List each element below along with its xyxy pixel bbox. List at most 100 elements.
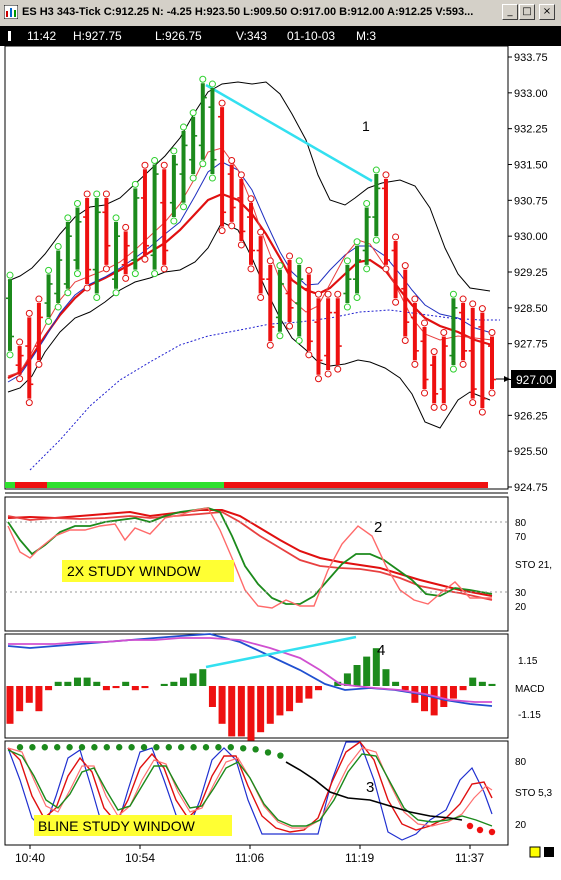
macd-bar — [170, 681, 178, 686]
price-bar — [73, 200, 82, 278]
sto-tick-70: 70 — [515, 532, 527, 543]
price-bar — [401, 262, 410, 344]
macd-bar — [141, 686, 149, 689]
stochastic-window-badge — [62, 560, 234, 582]
price-bar — [314, 290, 323, 383]
bline-dot — [29, 744, 36, 751]
macd-bar — [382, 669, 390, 686]
price-tick-label: 931.50 — [514, 160, 548, 172]
price-bar — [6, 271, 14, 359]
bline-tick-80: 80 — [515, 757, 527, 768]
bline-window-badge — [34, 815, 232, 836]
macd-bar — [343, 673, 351, 686]
price-bar — [304, 266, 313, 359]
price-bar — [198, 75, 207, 168]
info-mode: M:3 — [356, 29, 377, 43]
macd-bar — [247, 686, 255, 741]
last-price-marker: 927.00 — [496, 370, 556, 388]
price-bar — [333, 290, 342, 373]
sto-axis-label: STO 21, — [515, 560, 552, 571]
bline-lines — [7, 741, 493, 841]
price-bar — [247, 195, 255, 273]
price-bar — [295, 257, 304, 344]
chart-canvas[interactable]: 933.75 933.00 932.25 931.50 930.75 930.00 929.… — [0, 46, 561, 880]
stochastic-panel — [4, 496, 509, 632]
close-button[interactable]: × — [539, 4, 555, 20]
macd-bar — [459, 686, 467, 691]
macd-bar — [199, 669, 207, 686]
collapse-icon[interactable] — [6, 29, 16, 43]
sto-tick-80: 80 — [515, 518, 527, 529]
bline-dot — [165, 744, 172, 751]
macd-bar — [411, 686, 419, 703]
bline-dot — [227, 744, 234, 751]
price-bar — [131, 180, 140, 278]
macd-bar — [64, 681, 72, 686]
macd-bar — [237, 686, 245, 737]
price-bar — [83, 190, 92, 292]
bline-dot — [215, 744, 222, 751]
price-tick-label: 927.75 — [514, 339, 548, 351]
bline-dot — [488, 828, 496, 836]
price-tick-label: 928.50 — [514, 303, 548, 315]
macd-bar — [266, 686, 274, 724]
price-bar — [112, 214, 121, 297]
macd-bar — [160, 683, 168, 686]
info-time: 11:42 — [27, 29, 57, 43]
macd-bar — [305, 686, 313, 699]
maximize-button[interactable]: □ — [519, 4, 535, 20]
bline-dot — [41, 744, 48, 751]
macd-bar — [372, 648, 380, 686]
time-tick-label: 11:37 — [455, 851, 484, 865]
macd-bar — [218, 686, 226, 724]
time-tick-label: 10:40 — [15, 851, 45, 865]
price-tick-label: 929.25 — [514, 267, 548, 279]
price-bar — [121, 223, 130, 282]
price-annotation-1: 1 — [362, 118, 370, 134]
price-bar — [237, 171, 246, 249]
time-tick-label: 11:19 — [345, 851, 374, 865]
time-tick-label: 10:54 — [125, 851, 155, 865]
price-axis: 933.75 933.00 932.25 931.50 930.75 930.00 929.… — [508, 52, 548, 494]
macd-bar — [54, 681, 62, 686]
bline-dot — [466, 822, 474, 830]
price-bar — [140, 161, 149, 263]
price-trendline — [205, 83, 373, 183]
title-bar[interactable]: ES H3 343-Tick C:912.25 N: -4.25 H:923.5… — [0, 0, 561, 26]
price-bar — [478, 305, 487, 416]
macd-bar — [35, 686, 43, 712]
macd-bar — [102, 686, 110, 691]
macd-bar — [488, 683, 496, 686]
price-bar — [449, 290, 458, 373]
macd-bar — [83, 677, 91, 686]
macd-bar — [25, 686, 33, 703]
price-bar — [410, 295, 419, 368]
stochastic-lines — [7, 507, 493, 609]
macd-bar — [392, 681, 400, 686]
price-bar — [372, 166, 381, 244]
bline-tick-20: 20 — [515, 820, 527, 831]
price-bar — [25, 309, 34, 407]
window-title: ES H3 343-Tick C:912.25 N: -4.25 H:923.5… — [22, 6, 474, 18]
macd-bar — [363, 656, 371, 686]
price-bar — [92, 190, 101, 301]
bline-dot — [264, 749, 272, 756]
macd-annotation-4: 4 — [377, 642, 385, 659]
macd-bar — [295, 686, 303, 703]
price-bar — [15, 338, 24, 383]
macd-bar — [228, 686, 236, 737]
macd-bar — [286, 686, 294, 712]
macd-bar — [401, 686, 409, 691]
macd-bar — [430, 686, 438, 716]
price-tick-label: 925.50 — [514, 446, 548, 458]
price-bar — [227, 157, 236, 230]
price-bar — [54, 243, 63, 311]
info-low: L:926.75 — [155, 29, 202, 43]
bline-dot — [128, 744, 135, 751]
info-high: H:927.75 — [73, 29, 122, 43]
info-date: 01-10-03 — [287, 29, 336, 43]
minimize-button[interactable]: _ — [502, 4, 518, 20]
price-bar — [169, 147, 178, 225]
chart-app-icon — [4, 5, 18, 19]
